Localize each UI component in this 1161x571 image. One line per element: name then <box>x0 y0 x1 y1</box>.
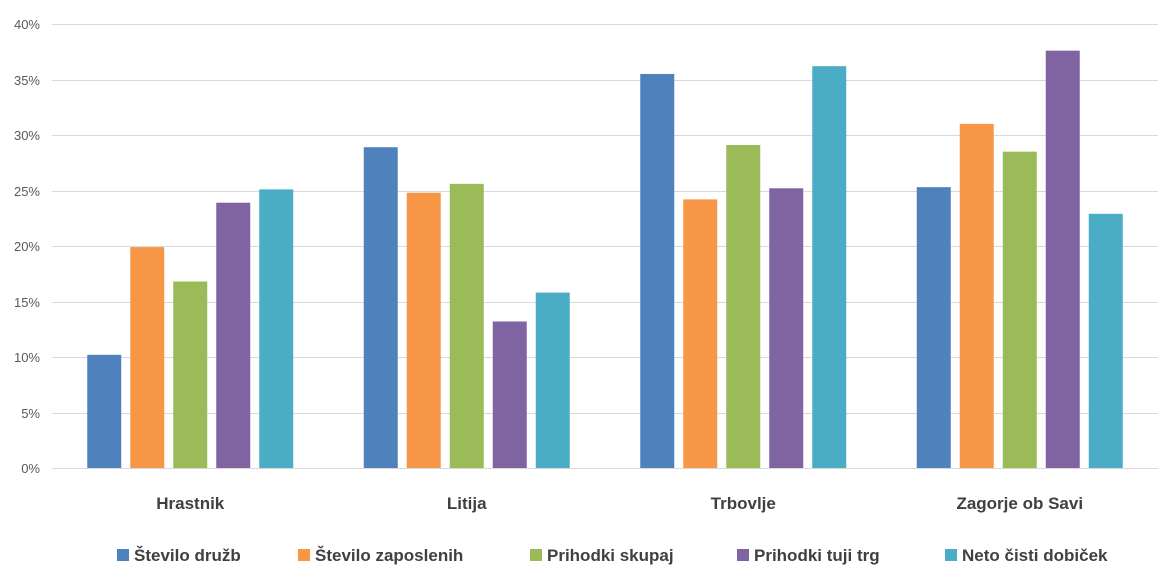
legend-item: Prihodki tuji trg <box>737 546 880 565</box>
x-category-label: Litija <box>447 494 487 513</box>
bar--tevilo-dru-b-hrastnik <box>87 354 122 468</box>
bar--tevilo-zaposlenih-litija <box>406 192 441 468</box>
legend-item: Prihodki skupaj <box>530 546 674 565</box>
bar-prihodki-tuji-trg-zagorje-ob-savi <box>1045 50 1080 468</box>
y-axis-tick-labels: 0% 5% 10% 15% 20% 25% 30% 35% 40% <box>14 17 40 476</box>
bar-prihodki-tuji-trg-litija <box>492 321 527 468</box>
bar-neto-isti-dobi-ek-hrastnik <box>259 189 294 468</box>
legend-label: Neto čisti dobiček <box>962 546 1108 565</box>
bar-prihodki-skupaj-zagorje-ob-savi <box>1002 151 1037 468</box>
bar-prihodki-skupaj-trbovlje <box>726 144 761 469</box>
bar--tevilo-dru-b-litija <box>363 147 398 468</box>
bar--tevilo-dru-b-zagorje-ob-savi <box>916 187 951 469</box>
legend-swatch <box>530 549 542 561</box>
y-tick-label: 15% <box>14 295 40 310</box>
legend-label: Število zaposlenih <box>315 546 463 565</box>
y-tick-label: 10% <box>14 350 40 365</box>
bar-prihodki-skupaj-litija <box>449 183 484 468</box>
bar-prihodki-tuji-trg-hrastnik <box>216 202 251 468</box>
bar-neto-isti-dobi-ek-zagorje-ob-savi <box>1088 213 1123 468</box>
legend-swatch <box>117 549 129 561</box>
y-tick-label: 20% <box>14 239 40 254</box>
legend-swatch <box>945 549 957 561</box>
legend-label: Prihodki skupaj <box>547 546 674 565</box>
bar-prihodki-skupaj-hrastnik <box>173 281 208 468</box>
legend-swatch <box>298 549 310 561</box>
bar--tevilo-zaposlenih-trbovlje <box>683 199 718 468</box>
bar--tevilo-zaposlenih-zagorje-ob-savi <box>959 123 994 469</box>
bars <box>87 50 1123 469</box>
bar--tevilo-dru-b-trbovlje <box>640 73 675 468</box>
x-axis-category-labels: Hrastnik Litija Trbovlje Zagorje ob Savi <box>156 494 1083 513</box>
legend: Število družb Število zaposlenih Prihodki … <box>117 546 1108 565</box>
legend-item: Neto čisti dobiček <box>945 546 1108 565</box>
y-tick-label: 25% <box>14 184 40 199</box>
bar--tevilo-zaposlenih-hrastnik <box>130 247 165 468</box>
legend-item: Število družb <box>117 546 241 565</box>
x-category-label: Trbovlje <box>711 494 776 513</box>
y-tick-label: 0% <box>21 461 40 476</box>
x-category-label: Zagorje ob Savi <box>956 494 1083 513</box>
bar-neto-isti-dobi-ek-trbovlje <box>812 66 847 469</box>
legend-swatch <box>737 549 749 561</box>
x-category-label: Hrastnik <box>156 494 225 513</box>
legend-item: Število zaposlenih <box>298 546 463 565</box>
y-tick-label: 30% <box>14 128 40 143</box>
y-tick-label: 5% <box>21 406 40 421</box>
y-tick-label: 40% <box>14 17 40 32</box>
bar-neto-isti-dobi-ek-litija <box>535 292 570 468</box>
legend-label: Število družb <box>134 546 241 565</box>
legend-label: Prihodki tuji trg <box>754 546 880 565</box>
bar-prihodki-tuji-trg-trbovlje <box>769 188 804 468</box>
y-tick-label: 35% <box>14 73 40 88</box>
